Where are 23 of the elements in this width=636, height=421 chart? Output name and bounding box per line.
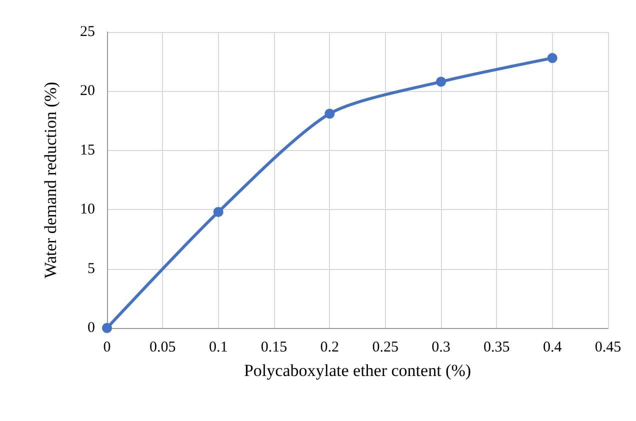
y-tick-label: 5	[88, 260, 95, 277]
x-tick-label: 0.1	[208, 340, 228, 356]
x-axis-title: Polycaboxylate ether content (%)	[244, 361, 472, 380]
y-tick-label: 10	[80, 202, 95, 218]
y-tick-label: 0	[88, 320, 95, 336]
x-tick-label: 0.05	[150, 340, 176, 356]
y-tick-label: 25	[80, 24, 95, 40]
x-tick-label: 0.4	[542, 340, 562, 356]
x-tick-label: 0.45	[594, 340, 622, 356]
x-tick-label: 0.3	[432, 340, 450, 356]
point	[324, 108, 335, 119]
x-tick-label: 0.25	[372, 340, 398, 356]
x-tick-label: 0	[103, 340, 111, 356]
point	[102, 323, 112, 333]
y-tick-label: 20	[80, 83, 95, 100]
x-tick-label: 0.2	[320, 340, 340, 356]
y-tick-label: 15	[80, 142, 95, 158]
x-tick-label: 0.35	[484, 340, 510, 356]
point	[436, 76, 446, 87]
y-axis-title: Water demand reduction (%)	[41, 82, 60, 278]
point	[547, 53, 558, 64]
point	[213, 206, 224, 217]
x-tick-label: 0.15	[260, 340, 288, 356]
